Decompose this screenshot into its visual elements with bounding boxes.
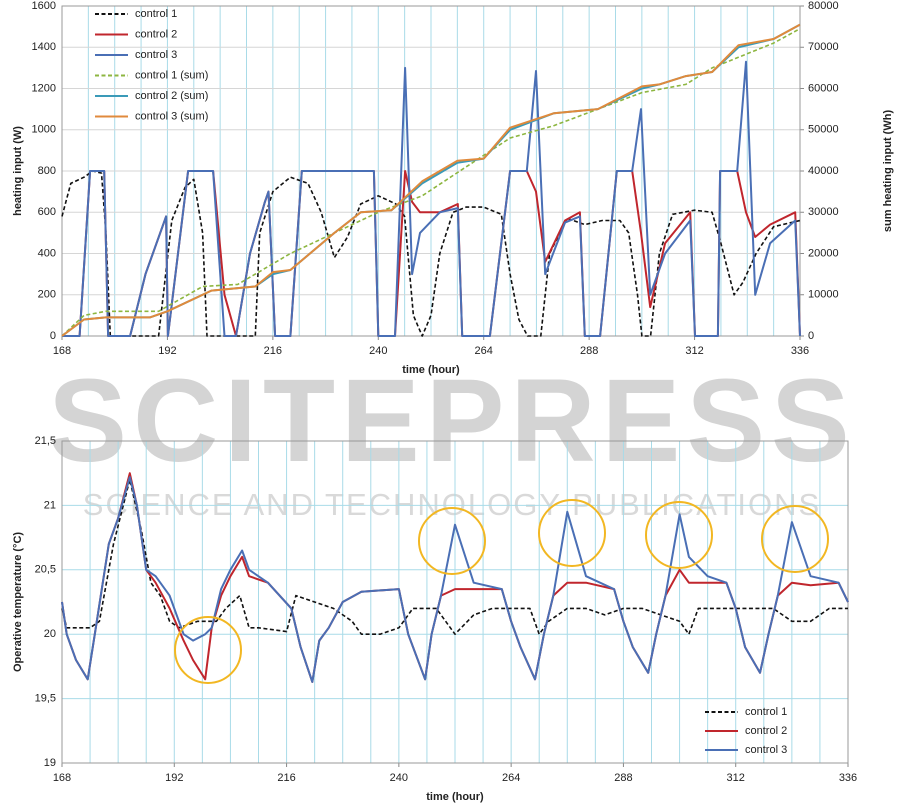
highlight-circle xyxy=(761,505,829,573)
x-tick-label: 264 xyxy=(502,772,520,784)
x-tick-label: 336 xyxy=(791,345,809,357)
x-tick-label: 192 xyxy=(165,772,183,784)
y-tick-label: 1000 xyxy=(32,124,56,136)
series-line xyxy=(62,60,801,337)
x-tick-label: 264 xyxy=(475,345,493,357)
y2-axis-title: sum heating input (Wh) xyxy=(882,110,894,233)
x-axis-title: time (hour) xyxy=(402,364,460,376)
y2-tick-label: 50000 xyxy=(808,124,839,136)
legend-label: control 2 xyxy=(135,28,177,40)
series-line xyxy=(61,27,801,337)
y-tick-label: 20,5 xyxy=(35,564,56,576)
x-tick-label: 216 xyxy=(277,772,295,784)
x-tick-label: 216 xyxy=(264,345,282,357)
legend-label: control 2 (sum) xyxy=(135,90,208,102)
x-tick-label: 312 xyxy=(727,772,745,784)
x-tick-label: 240 xyxy=(369,345,387,357)
y-axis-title: Operative temperature (°C) xyxy=(12,532,24,672)
legend-label: control 3 (sum) xyxy=(135,110,208,122)
x-tick-label: 288 xyxy=(580,345,598,357)
y-tick-label: 0 xyxy=(50,330,56,342)
highlight-circle xyxy=(645,501,713,569)
y2-tick-label: 0 xyxy=(808,330,814,342)
series-line xyxy=(61,23,801,337)
y-tick-label: 600 xyxy=(38,206,56,218)
x-tick-label: 312 xyxy=(685,345,703,357)
y-tick-label: 800 xyxy=(38,165,56,177)
watermark-subtitle: SCIENCE AND TECHNOLOGY PUBLICATIONS xyxy=(83,487,821,522)
legend-label: control 1 xyxy=(745,706,787,718)
y-tick-label: 21 xyxy=(44,499,56,511)
y-tick-label: 200 xyxy=(38,289,56,301)
x-tick-label: 240 xyxy=(390,772,408,784)
legend-label: control 2 xyxy=(745,725,787,737)
x-tick-label: 336 xyxy=(839,772,857,784)
charts: 0 200 400 600 800 1000 1200 1400 1600 0 10000 20000… xyxy=(12,0,894,803)
y2-tick-label: 10000 xyxy=(808,289,839,301)
y2-tick-label: 30000 xyxy=(808,206,839,218)
y2-tick-label: 20000 xyxy=(808,247,839,259)
y-tick-label: 400 xyxy=(38,247,56,259)
highlight-circle xyxy=(174,616,242,684)
legend-label: control 3 xyxy=(745,744,787,756)
y-tick-label: 1400 xyxy=(32,41,56,53)
y-tick-label: 1200 xyxy=(32,82,56,94)
series-line xyxy=(61,476,849,683)
y-tick-label: 20 xyxy=(44,628,56,640)
y-tick-label: 21,5 xyxy=(35,435,56,447)
y-tick-label: 19,5 xyxy=(35,693,56,705)
x-axis-title: time (hour) xyxy=(426,791,484,803)
series-line xyxy=(61,170,801,337)
y2-tick-label: 60000 xyxy=(808,82,839,94)
legend-label: control 1 (sum) xyxy=(135,69,208,81)
y2-tick-label: 80000 xyxy=(808,0,839,12)
x-tick-label: 168 xyxy=(53,345,71,357)
highlight-circle xyxy=(418,507,486,575)
watermark-title: SCITEPRESS xyxy=(48,355,856,487)
y-tick-label: 1600 xyxy=(32,0,56,12)
y-axis-title: heating input (W) xyxy=(12,126,24,216)
y2-tick-label: 40000 xyxy=(808,165,839,177)
y2-tick-label: 70000 xyxy=(808,41,839,53)
legend-label: control 1 xyxy=(135,8,177,20)
highlight-circles xyxy=(174,499,829,684)
x-tick-label: 168 xyxy=(53,772,71,784)
highlight-circle xyxy=(538,499,606,567)
x-tick-label: 288 xyxy=(614,772,632,784)
plot-frame xyxy=(61,5,801,337)
legend-label: control 3 xyxy=(135,49,177,61)
y-tick-label: 19 xyxy=(44,757,56,769)
x-tick-label: 192 xyxy=(158,345,176,357)
